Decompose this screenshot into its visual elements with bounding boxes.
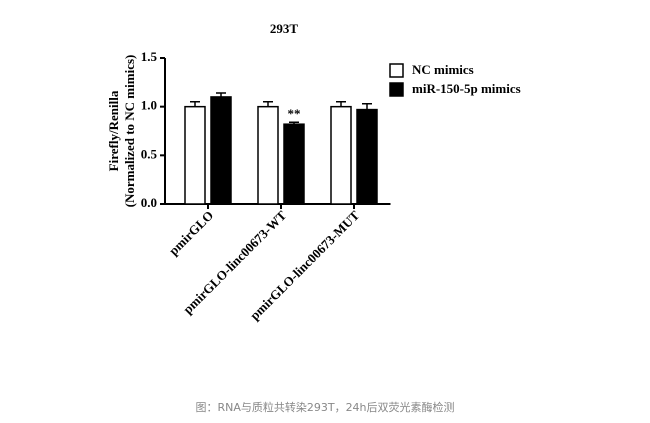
legend-swatch <box>389 82 404 97</box>
legend-label: NC mimics <box>412 62 474 77</box>
error-bar <box>362 102 372 110</box>
annotation: ** <box>288 106 301 121</box>
error-bar <box>289 121 299 125</box>
legend-label: miR-150-5p mimics <box>412 81 521 96</box>
chart-title: 293T <box>270 21 299 36</box>
bar <box>257 105 279 205</box>
bar <box>330 105 352 205</box>
error-bar <box>216 92 226 97</box>
bar <box>356 108 378 205</box>
y-axis-label: (Normalized to NC mimics) <box>122 55 137 208</box>
y-tick-label: 0.5 <box>141 146 158 161</box>
error-bar <box>190 101 200 107</box>
bar <box>184 105 206 205</box>
x-tick-label: pmirGLO <box>166 208 216 258</box>
bar <box>283 123 305 205</box>
y-tick-label: 1.0 <box>141 98 157 113</box>
legend-swatch <box>389 63 404 78</box>
error-bar <box>336 101 346 107</box>
y-tick-label: 1.5 <box>141 49 158 64</box>
error-bar <box>263 101 273 107</box>
caption: 图：RNA与质粒共转染293T，24h后双荧光素酶检测 <box>195 400 454 414</box>
y-axis-label: Firefly/Renilla <box>106 90 121 171</box>
y-tick-label: 0.0 <box>141 195 157 210</box>
bar <box>210 96 232 205</box>
